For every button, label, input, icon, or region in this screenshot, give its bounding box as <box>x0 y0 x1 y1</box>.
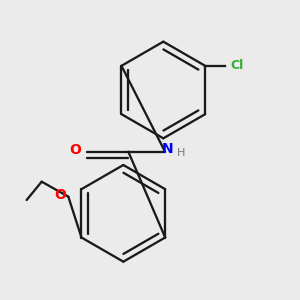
Text: Cl: Cl <box>230 59 243 72</box>
Text: H: H <box>177 148 185 158</box>
Text: N: N <box>162 142 173 156</box>
Text: O: O <box>54 188 66 202</box>
Text: O: O <box>69 143 81 157</box>
